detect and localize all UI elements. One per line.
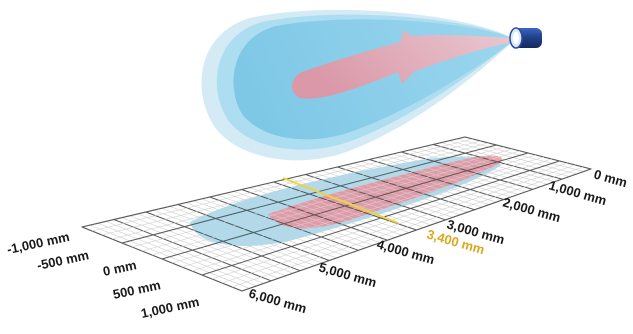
grid-lateral-line: [191, 158, 552, 272]
distance-label-0: 0 mm: [592, 166, 629, 190]
grid-lateral-line: [231, 166, 584, 288]
lateral-label-0: 0 mm: [102, 257, 138, 279]
grid-lateral-line: [81, 136, 466, 228]
grid-lateral-line: [111, 142, 489, 240]
footprint-red-area: [268, 155, 503, 229]
lateral-axis-labels: -1,000 mm -500 mm 0 mm 500 mm 1,000 mm: [6, 229, 201, 321]
grid-lateral-line: [211, 162, 568, 280]
grid-lateral-line: [241, 168, 592, 292]
grid-lateral-line: [141, 148, 513, 252]
grid-lateral-line: [181, 156, 544, 268]
grid-lateral-line: [131, 146, 505, 248]
distance-label-2000: 2,000 mm: [501, 194, 562, 225]
ground-grid: [80, 136, 593, 292]
grid-lateral-line: [121, 144, 497, 244]
distance-label-5000: 5,000 mm: [317, 259, 378, 290]
grid-lateral-line: [101, 140, 481, 236]
beam-pattern: [201, 9, 512, 161]
distance-label-6000: 6,000 mm: [247, 285, 308, 316]
grid-lateral-line: [91, 138, 473, 232]
grid-lateral-line: [161, 152, 529, 260]
grid-lines: [81, 136, 592, 292]
sensor-icon: [509, 27, 542, 49]
highlight-distance-line: [282, 177, 399, 224]
grid-lateral-line: [151, 150, 521, 256]
lateral-label-neg500: -500 mm: [36, 247, 91, 273]
lateral-label-500: 500 mm: [112, 277, 162, 302]
grid-lateral-line: [221, 164, 576, 284]
grid-lateral-line: [171, 154, 536, 264]
beam-core: [291, 30, 512, 99]
grid-lateral-line: [201, 160, 560, 276]
lateral-label-1000: 1,000 mm: [140, 294, 201, 321]
